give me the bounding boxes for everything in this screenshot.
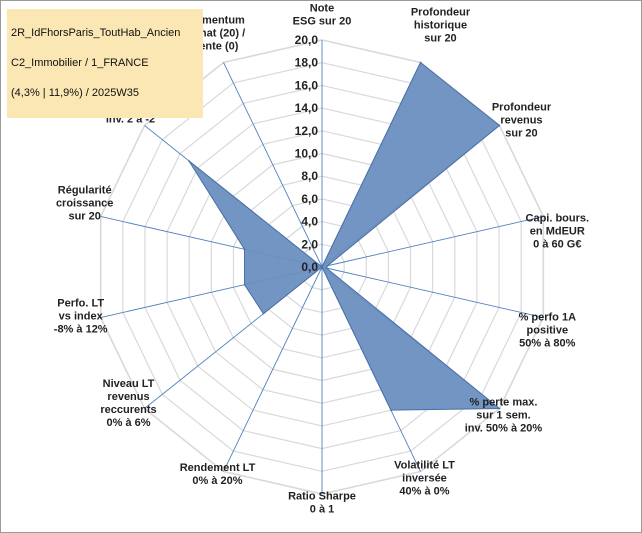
data-point-13 xyxy=(321,266,323,268)
data-point-2 xyxy=(498,124,501,127)
axis-label-1-line-0: Profondeur xyxy=(411,6,471,18)
axis-label-7-line-1: 0 à 1 xyxy=(310,504,334,516)
tick-label-9: 18,0 xyxy=(295,56,319,70)
data-point-6 xyxy=(390,409,392,411)
axis-label-8-line-1: 0% à 20% xyxy=(192,475,242,487)
axis-label-9-line-1: revenus xyxy=(107,391,149,403)
axis-label-2-line-0: Profondeur xyxy=(492,101,552,113)
axis-label-4-line-2: 50% à 80% xyxy=(519,338,575,350)
chart-title: 2R_IdFhorsParis_ToutHab_Ancien C2_Immobi… xyxy=(7,9,203,118)
spoke-8 xyxy=(223,266,323,472)
axis-label-2-line-1: revenus xyxy=(500,114,542,126)
tick-label-7: 14,0 xyxy=(295,101,319,115)
axis-label-5-line-2: inv. 50% à 20% xyxy=(465,423,543,435)
data-point-1 xyxy=(419,61,422,64)
tick-label-8: 16,0 xyxy=(295,78,319,92)
axis-label-9-line-3: 0% à 6% xyxy=(107,417,151,429)
axis-label-9-line-2: reccurents xyxy=(100,404,156,416)
axis-label-4-line-0: % perfo 1A xyxy=(519,312,577,324)
tick-label-6: 12,0 xyxy=(295,124,319,138)
axis-label-0-line-1: ESG sur 20 xyxy=(293,16,352,28)
axis-label-11-line-1: croissance xyxy=(56,197,113,209)
tick-label-1: 2,0 xyxy=(301,237,318,251)
series-0-area xyxy=(188,61,501,411)
axis-label-13-line-2: Vente (0) xyxy=(193,40,239,52)
data-point-5 xyxy=(498,407,501,410)
tick-label-2: 4,0 xyxy=(301,215,318,229)
tick-label-3: 6,0 xyxy=(301,192,318,206)
axis-label-4-line-1: positive xyxy=(527,325,569,337)
axis-label-1-line-2: sur 20 xyxy=(424,32,456,44)
axis-label-11-line-2: sur 20 xyxy=(68,210,100,222)
axis-label-10-line-1: vs index xyxy=(59,311,104,323)
axis-label-3-line-1: en MdEUR xyxy=(530,225,585,237)
axis-label-6-line-0: Volatilité LT xyxy=(394,460,455,472)
axis-label-5-line-1: sur 1 sem. xyxy=(476,410,530,422)
axis-label-0-line-0: Note xyxy=(310,3,334,15)
axis-label-8-line-0: Rendement LT xyxy=(180,462,256,474)
tick-label-0: 0,0 xyxy=(301,260,318,274)
tick-label-4: 8,0 xyxy=(301,169,318,183)
axis-label-5-line-0: % perte max. xyxy=(470,397,538,409)
spoke-4 xyxy=(321,266,544,318)
data-point-9 xyxy=(262,312,265,315)
axis-label-9-line-0: Niveau LT xyxy=(103,378,155,390)
tick-label-5: 10,0 xyxy=(295,147,319,161)
title-line-2: C2_Immobilier / 1_FRANCE xyxy=(11,57,149,69)
title-line-1: 2R_IdFhorsParis_ToutHab_Ancien xyxy=(11,27,181,39)
axis-label-6-line-1: inversée xyxy=(402,473,447,485)
axis-label-2-line-2: sur 20 xyxy=(505,127,537,139)
axis-label-11-line-0: Régularité xyxy=(58,184,112,196)
data-point-10 xyxy=(243,283,246,286)
data-point-11 xyxy=(243,248,246,251)
axis-label-1-line-1: historique xyxy=(414,19,467,31)
data-point-4 xyxy=(325,267,328,269)
axis-label-10-line-0: Perfo. LT xyxy=(57,298,104,310)
data-point-12 xyxy=(188,160,190,162)
axis-label-6-line-2: 40% à 0% xyxy=(399,486,449,498)
spoke-13 xyxy=(223,62,323,268)
axis-label-7-line-0: Ratio Sharpe xyxy=(288,491,356,503)
tick-label-10: 20,0 xyxy=(295,33,319,47)
axis-label-3-line-0: Capi. bours. xyxy=(526,212,590,224)
title-line-3: (4,3% | 11,9%) / 2025W35 xyxy=(11,87,139,99)
data-point-3 xyxy=(326,264,329,267)
spoke-3 xyxy=(321,216,544,268)
axis-label-10-line-2: -8% à 12% xyxy=(54,324,108,336)
axis-label-3-line-2: 0 à 60 G€ xyxy=(533,238,581,250)
